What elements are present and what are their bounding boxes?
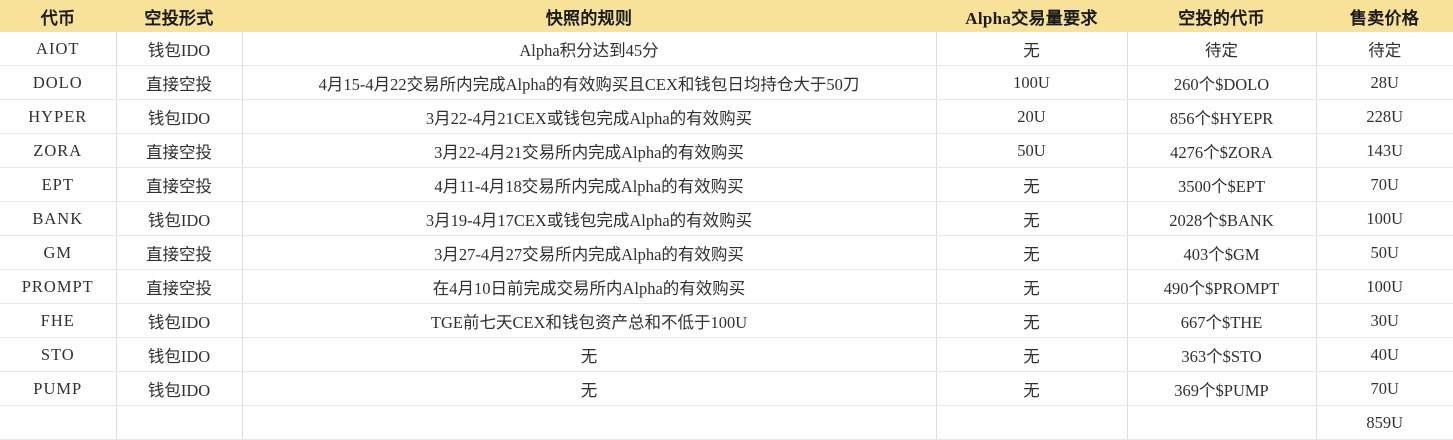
cell-form: 钱包IDO <box>116 32 243 66</box>
cell-rule: Alpha积分达到45分 <box>242 32 937 66</box>
cell-token: DOLO <box>0 65 117 100</box>
cell-token: HYPER <box>0 99 117 134</box>
cell-volume: 无 <box>936 269 1128 304</box>
column-header-rule: 快照的规则 <box>242 0 936 32</box>
cell-volume: 100U <box>936 65 1128 100</box>
cell-form: 直接空投 <box>116 133 243 168</box>
cell-volume: 无 <box>936 303 1128 338</box>
cell-price: 859U <box>1316 405 1453 440</box>
cell-token <box>0 405 117 440</box>
table-row: AIOT 钱包IDO Alpha积分达到45分无待定 待定 <box>0 32 1453 66</box>
cell-rule: 无 <box>242 371 937 406</box>
column-header-amount: 空投的代币 <box>1127 0 1316 32</box>
cell-volume: 无 <box>936 235 1128 270</box>
cell-price: 50U <box>1316 235 1453 270</box>
cell-volume: 50U <box>936 133 1128 168</box>
cell-amount: 2028个$BANK <box>1127 201 1317 236</box>
table-row: DOLO 直接空投 4月15-4月22交易所内完成Alpha的有效购买且CEX和钱包… <box>0 65 1453 100</box>
cell-token: FHE <box>0 303 117 338</box>
cell-form: 钱包IDO <box>116 337 243 372</box>
cell-volume: 无 <box>936 167 1128 202</box>
column-header-price: 售卖价格 <box>1316 0 1453 32</box>
cell-form: 钱包IDO <box>116 303 243 338</box>
cell-form <box>116 405 243 440</box>
cell-volume: 无 <box>936 337 1128 372</box>
cell-amount: 490个$PROMPT <box>1127 269 1317 304</box>
cell-form: 钱包IDO <box>116 201 243 236</box>
cell-volume: 无 <box>936 32 1128 66</box>
table-row: HYPER 钱包IDO 3月22-4月21CEX或钱包完成Alpha的有效购买 20U… <box>0 99 1453 134</box>
cell-price: 28U <box>1316 65 1453 100</box>
cell-rule: 3月22-4月21交易所内完成Alpha的有效购买 <box>242 133 937 168</box>
cell-amount: 待定 <box>1127 32 1317 66</box>
cell-rule: 无 <box>242 337 937 372</box>
cell-form: 钱包IDO <box>116 99 243 134</box>
table-row: GM 直接空投 3月27-4月27交易所内完成Alpha的有效购买无 403个$GM 5… <box>0 235 1453 270</box>
cell-price: 30U <box>1316 303 1453 338</box>
table-row: STO 钱包IDO 无无 363个$STO 40U <box>0 337 1453 372</box>
cell-rule: 在4月10日前完成交易所内Alpha的有效购买 <box>242 269 937 304</box>
cell-price: 70U <box>1316 167 1453 202</box>
cell-token: PUMP <box>0 371 117 406</box>
table-row: BANK 钱包IDO 3月19-4月17CEX或钱包完成Alpha的有效购买无 202… <box>0 201 1453 236</box>
cell-amount: 4276个$ZORA <box>1127 133 1317 168</box>
table-row: PUMP 钱包IDO 无无 369个$PUMP 70U <box>0 371 1453 406</box>
cell-volume: 无 <box>936 201 1128 236</box>
cell-rule: 3月27-4月27交易所内完成Alpha的有效购买 <box>242 235 937 270</box>
cell-form: 直接空投 <box>116 269 243 304</box>
cell-price: 100U <box>1316 201 1453 236</box>
cell-token: EPT <box>0 167 117 202</box>
column-header-token: 代币 <box>0 0 116 32</box>
cell-volume <box>936 405 1128 440</box>
cell-volume: 无 <box>936 371 1128 406</box>
table-row: 859U <box>0 405 1453 440</box>
header-row: 代币 空投形式 快照的规则 Alpha交易量要求 空投的代币 售卖价格 <box>0 0 1453 32</box>
cell-amount: 3500个$EPT <box>1127 167 1317 202</box>
cell-form: 直接空投 <box>116 235 243 270</box>
cell-token: GM <box>0 235 117 270</box>
cell-form: 直接空投 <box>116 65 243 100</box>
cell-rule: TGE前七天CEX和钱包资产总和不低于100U <box>242 303 937 338</box>
table-row: PROMPT 直接空投 在4月10日前完成交易所内Alpha的有效购买无 490个$P… <box>0 269 1453 304</box>
cell-form: 钱包IDO <box>116 371 243 406</box>
cell-rule: 3月22-4月21CEX或钱包完成Alpha的有效购买 <box>242 99 937 134</box>
cell-price: 待定 <box>1316 32 1453 66</box>
column-header-form: 空投形式 <box>116 0 242 32</box>
table-header: 代币 空投形式 快照的规则 Alpha交易量要求 空投的代币 售卖价格 <box>0 0 1453 32</box>
cell-price: 70U <box>1316 371 1453 406</box>
cell-rule: 4月15-4月22交易所内完成Alpha的有效购买且CEX和钱包日均持仓大于50… <box>242 65 937 100</box>
cell-amount: 369个$PUMP <box>1127 371 1317 406</box>
cell-amount: 856个$HYEPR <box>1127 99 1317 134</box>
cell-rule <box>242 405 937 440</box>
cell-price: 100U <box>1316 269 1453 304</box>
cell-form: 直接空投 <box>116 167 243 202</box>
table-body: AIOT 钱包IDO Alpha积分达到45分无待定 待定 DOLO 直接空投 4月15-4… <box>0 32 1453 440</box>
table-row: EPT 直接空投 4月11-4月18交易所内完成Alpha的有效购买无 3500个$E… <box>0 167 1453 202</box>
cell-amount: 363个$STO <box>1127 337 1317 372</box>
cell-price: 40U <box>1316 337 1453 372</box>
cell-token: ZORA <box>0 133 117 168</box>
cell-amount: 403个$GM <box>1127 235 1317 270</box>
table-row: ZORA 直接空投 3月22-4月21交易所内完成Alpha的有效购买 50U 4276… <box>0 133 1453 168</box>
cell-volume: 20U <box>936 99 1128 134</box>
cell-token: STO <box>0 337 117 372</box>
cell-amount <box>1127 405 1317 440</box>
column-header-volume: Alpha交易量要求 <box>936 0 1127 32</box>
cell-rule: 4月11-4月18交易所内完成Alpha的有效购买 <box>242 167 937 202</box>
cell-token: PROMPT <box>0 269 117 304</box>
cell-amount: 260个$DOLO <box>1127 65 1317 100</box>
cell-price: 228U <box>1316 99 1453 134</box>
cell-token: AIOT <box>0 32 117 66</box>
cell-token: BANK <box>0 201 117 236</box>
cell-amount: 667个$THE <box>1127 303 1317 338</box>
table-row: FHE 钱包IDO TGE前七天CEX和钱包资产总和不低于100U 无 667个$THE… <box>0 303 1453 338</box>
cell-rule: 3月19-4月17CEX或钱包完成Alpha的有效购买 <box>242 201 937 236</box>
cell-price: 143U <box>1316 133 1453 168</box>
